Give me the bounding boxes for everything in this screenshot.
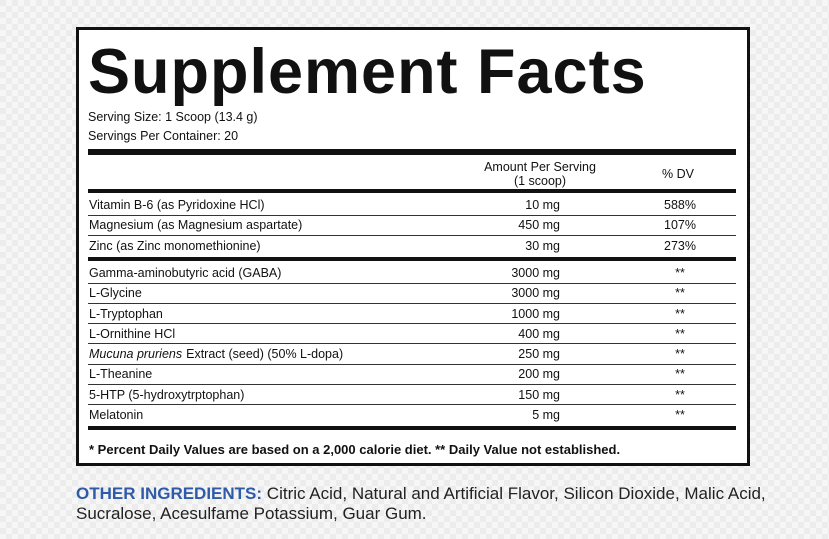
rule [88,189,736,193]
amount: 250 mg [518,347,560,362]
nutrient-name: 5-HTP (5-hydroxytrptophan) [89,387,245,402]
nutrient-name-italic: Mucuna pruriens [89,347,183,362]
nutrient-row: L-Tryptophan 1000 mg ** [88,304,736,325]
amount: 30 mg [525,238,560,253]
daily-value: ** [675,367,685,382]
amount-header: Amount Per Serving (1 scoop) [484,160,596,188]
nutrient-row: L-Theanine 200 mg ** [88,364,736,386]
dv-header: % DV [662,167,694,181]
nutrient-row: Vitamin B-6 (as Pyridoxine HCl) 10 mg 588% [88,195,736,216]
nutrient-name-rest: Extract (seed) (50% L-dopa) [186,347,344,362]
daily-value: 588% [664,198,696,212]
amount: 3000 mg [511,286,560,301]
rule [88,426,736,431]
serving-size: Serving Size: 1 Scoop (13.4 g) [88,110,258,124]
other-ingredients-text: Citric Acid, Natural and Artificial Flav… [76,484,766,523]
other-ingredients: OTHER INGREDIENTS: Citric Acid, Natural … [76,484,766,524]
nutrient-row: L-Glycine 3000 mg ** [88,283,736,304]
amount: 400 mg [518,326,560,341]
daily-value: 273% [664,238,696,253]
facts-panel: Supplement Facts Serving Size: 1 Scoop (… [76,27,750,466]
nutrient-row: Zinc (as Zinc monomethionine) 30 mg 273% [88,236,736,256]
amount: 450 mg [518,218,560,233]
nutrient-name: Magnesium (as Magnesium aspartate) [89,218,303,233]
title: Supplement Facts [88,37,647,107]
nutrient-row: L-Ornithine HCl 400 mg ** [88,324,736,345]
amount: 3000 mg [511,265,560,280]
nutrient-name: Mucuna pruriens Extract (seed) (50% L-dop… [89,347,343,361]
nutrient-name: L-Glycine [89,286,142,301]
amount: 10 mg [525,198,560,212]
amount: 1000 mg [511,306,560,321]
rule [88,149,736,155]
nutrient-name: Melatonin [89,408,144,422]
daily-value: ** [675,387,685,402]
daily-value: ** [675,347,685,362]
nutrient-row: Mucuna pruriens Extract (seed) (50% L-dop… [88,344,736,365]
daily-value: ** [675,408,685,422]
amount: 5 mg [532,408,560,422]
nutrient-row: Magnesium (as Magnesium aspartate) 450 mg… [88,215,736,236]
nutrient-name: L-Theanine [89,367,153,382]
daily-value: ** [675,306,685,321]
rule [88,256,736,261]
daily-value: 107% [664,218,696,233]
amount: 200 mg [518,367,560,382]
nutrient-name: Gamma-aminobutyric acid (GABA) [89,265,282,280]
nutrient-name: L-Ornithine HCl [89,326,176,341]
nutrient-row: Melatonin 5 mg ** [88,405,736,425]
nutrient-row: 5-HTP (5-hydroxytrptophan) 150 mg ** [88,385,736,406]
amount: 150 mg [518,387,560,402]
nutrient-name: Zinc (as Zinc monomethionine) [89,238,261,253]
nutrient-name: Vitamin B-6 (as Pyridoxine HCl) [89,198,265,212]
servings-per-container: Servings Per Container: 20 [88,129,239,143]
daily-value: ** [675,265,685,280]
nutrient-name: L-Tryptophan [89,306,163,321]
footnote: * Percent Daily Values are based on a 2,… [89,442,621,457]
daily-value: ** [675,326,685,341]
other-ingredients-label: OTHER INGREDIENTS: [76,484,263,503]
nutrient-row: Gamma-aminobutyric acid (GABA) 3000 mg ** [88,263,736,284]
daily-value: ** [675,286,685,301]
